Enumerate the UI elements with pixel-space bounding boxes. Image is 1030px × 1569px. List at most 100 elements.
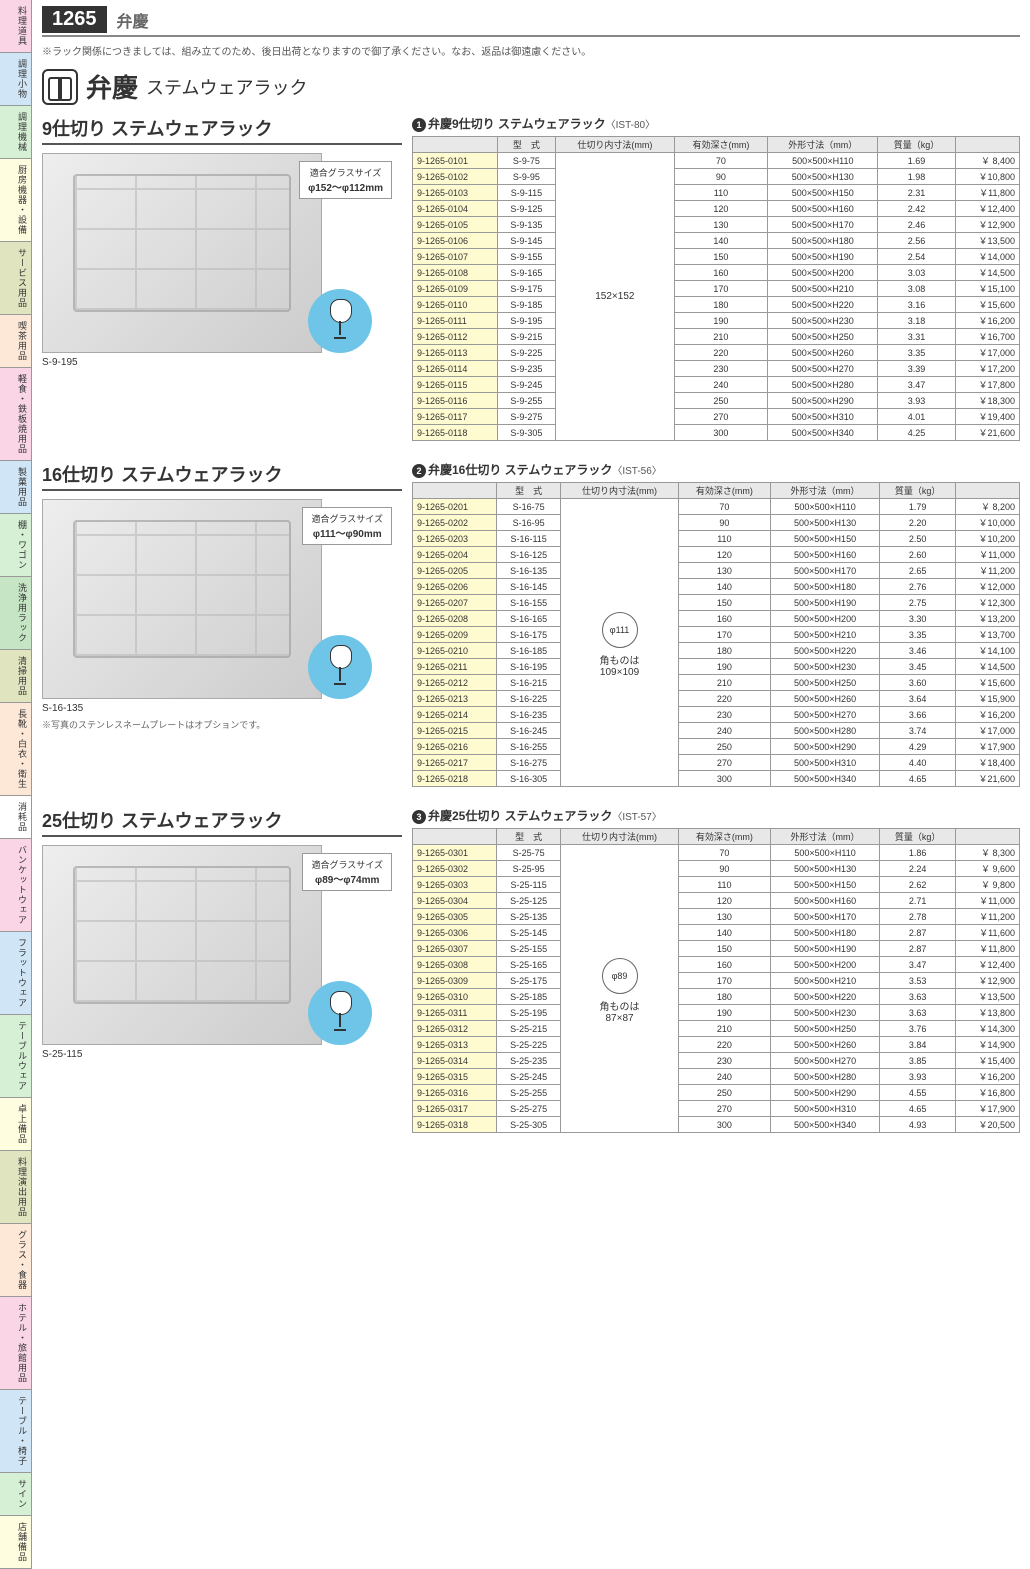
cell-model: S-9-305	[497, 425, 555, 441]
cell-weight: 4.55	[880, 1085, 956, 1101]
table-row: 9-1265-0110S-9-185180500×500×H2203.16￥15…	[413, 297, 1020, 313]
cell-depth: 170	[674, 281, 767, 297]
cell-partition: 152×152	[555, 153, 674, 441]
table-row: 9-1265-0209S-16-175170500×500×H2103.35￥1…	[413, 627, 1020, 643]
table-row: 9-1265-0309S-25-175170500×500×H2103.53￥1…	[413, 973, 1020, 989]
glass-size-label: 適合グラスサイズ	[308, 166, 383, 179]
cell-weight: 4.25	[878, 425, 955, 441]
cell-code: 9-1265-0113	[413, 345, 498, 361]
sidebar-item: 調理小物	[0, 53, 31, 106]
cell-depth: 210	[678, 675, 770, 691]
cell-weight: 3.03	[878, 265, 955, 281]
cell-outer: 500×500×H220	[768, 297, 878, 313]
cell-price: ￥21,600	[956, 771, 1020, 787]
cell-depth: 150	[674, 249, 767, 265]
cell-model: S-16-115	[496, 531, 560, 547]
brand-name: 弁慶	[86, 68, 138, 105]
cell-weight: 3.84	[880, 1037, 956, 1053]
table-title: 3弁慶25仕切り ステムウェアラック〈IST-57〉	[412, 807, 1020, 824]
sidebar-item: 清掃用品	[0, 650, 31, 703]
cell-price: ￥12,300	[956, 595, 1020, 611]
cell-code: 9-1265-0218	[413, 771, 497, 787]
table-row: 9-1265-0216S-16-255250500×500×H2904.29￥1…	[413, 739, 1020, 755]
cell-weight: 3.16	[878, 297, 955, 313]
cell-weight: 2.60	[880, 547, 956, 563]
sidebar-item: ホテル・旅館用品	[0, 1297, 31, 1390]
cell-code: 9-1265-0309	[413, 973, 497, 989]
cell-weight: 3.18	[878, 313, 955, 329]
table-row: 9-1265-0303S-25-115110500×500×H1502.62￥ …	[413, 877, 1020, 893]
cell-price: ￥18,400	[956, 755, 1020, 771]
table-title-text: 弁慶9仕切り ステムウェアラック	[428, 117, 606, 131]
cell-price: ￥18,300	[955, 393, 1019, 409]
cell-weight: 4.29	[880, 739, 956, 755]
table-row: 9-1265-0302S-25-9590500×500×H1302.24￥ 9,…	[413, 861, 1020, 877]
cell-depth: 240	[678, 1069, 770, 1085]
cell-model: S-9-195	[497, 313, 555, 329]
notice-text: ※ラック関係につきましては、組み立てのため、後日出荷となりますので御了承ください…	[42, 43, 1020, 58]
sidebar-item: 卓上備品	[0, 1098, 31, 1151]
table-header	[956, 829, 1020, 845]
cell-model: S-16-235	[496, 707, 560, 723]
cell-weight: 4.01	[878, 409, 955, 425]
cell-depth: 210	[674, 329, 767, 345]
table-title-text: 弁慶16仕切り ステムウェアラック	[428, 463, 612, 477]
cell-model: S-16-125	[496, 547, 560, 563]
cell-weight: 3.85	[880, 1053, 956, 1069]
cell-depth: 250	[678, 1085, 770, 1101]
cell-partition: φ89角ものは 87×87	[561, 845, 678, 1133]
table-row: 9-1265-0307S-25-155150500×500×H1902.87￥1…	[413, 941, 1020, 957]
cell-depth: 300	[678, 771, 770, 787]
cell-code: 9-1265-0102	[413, 169, 498, 185]
cell-model: S-25-145	[496, 925, 560, 941]
cell-model: S-16-95	[496, 515, 560, 531]
cell-model: S-25-95	[496, 861, 560, 877]
glass-size-value: φ89～φ74mm	[311, 871, 383, 886]
cell-price: ￥13,500	[955, 233, 1019, 249]
cell-outer: 500×500×H200	[768, 265, 878, 281]
table-row: 9-1265-0102S-9-9590500×500×H1301.98￥10,8…	[413, 169, 1020, 185]
cell-price: ￥17,000	[956, 723, 1020, 739]
cell-outer: 500×500×H180	[771, 579, 880, 595]
cell-weight: 2.87	[880, 925, 956, 941]
cell-code: 9-1265-0108	[413, 265, 498, 281]
table-row: 9-1265-0311S-25-195190500×500×H2303.63￥1…	[413, 1005, 1020, 1021]
cell-model: S-25-175	[496, 973, 560, 989]
cell-weight: 3.45	[880, 659, 956, 675]
cell-depth: 210	[678, 1021, 770, 1037]
cell-weight: 2.42	[878, 201, 955, 217]
cell-price: ￥13,700	[956, 627, 1020, 643]
cell-model: S-25-155	[496, 941, 560, 957]
cell-price: ￥12,900	[956, 973, 1020, 989]
cell-price: ￥21,600	[955, 425, 1019, 441]
cell-outer: 500×500×H170	[771, 909, 880, 925]
cell-depth: 270	[674, 409, 767, 425]
table-header: 質量（kg）	[880, 829, 956, 845]
cell-weight: 2.31	[878, 185, 955, 201]
cell-weight: 2.54	[878, 249, 955, 265]
product-image	[42, 499, 322, 699]
cell-depth: 270	[678, 1101, 770, 1117]
table-header: 有効深さ(mm)	[674, 137, 767, 153]
cell-weight: 3.93	[880, 1069, 956, 1085]
cell-outer: 500×500×H270	[771, 1053, 880, 1069]
cell-partition: φ111角ものは 109×109	[561, 499, 678, 787]
cell-price: ￥15,600	[955, 297, 1019, 313]
cell-model: S-16-155	[496, 595, 560, 611]
cell-outer: 500×500×H110	[771, 845, 880, 861]
cell-code: 9-1265-0206	[413, 579, 497, 595]
cell-code: 9-1265-0201	[413, 499, 497, 515]
cell-outer: 500×500×H160	[768, 201, 878, 217]
partition-sub: 角ものは 87×87	[565, 998, 673, 1024]
model-label: S-16-135	[42, 703, 402, 714]
product-section: 16仕切り ステムウェアラック適合グラスサイズφ111～φ90mmS-16-13…	[42, 461, 1020, 787]
cell-depth: 230	[678, 707, 770, 723]
cell-code: 9-1265-0313	[413, 1037, 497, 1053]
cell-weight: 3.47	[880, 957, 956, 973]
table-header: 外形寸法（mm）	[771, 483, 880, 499]
cell-outer: 500×500×H230	[771, 659, 880, 675]
cell-price: ￥14,500	[956, 659, 1020, 675]
table-header: 質量（kg）	[878, 137, 955, 153]
table-row: 9-1265-0301S-25-75φ89角ものは 87×8770500×500…	[413, 845, 1020, 861]
cell-outer: 500×500×H200	[771, 611, 880, 627]
